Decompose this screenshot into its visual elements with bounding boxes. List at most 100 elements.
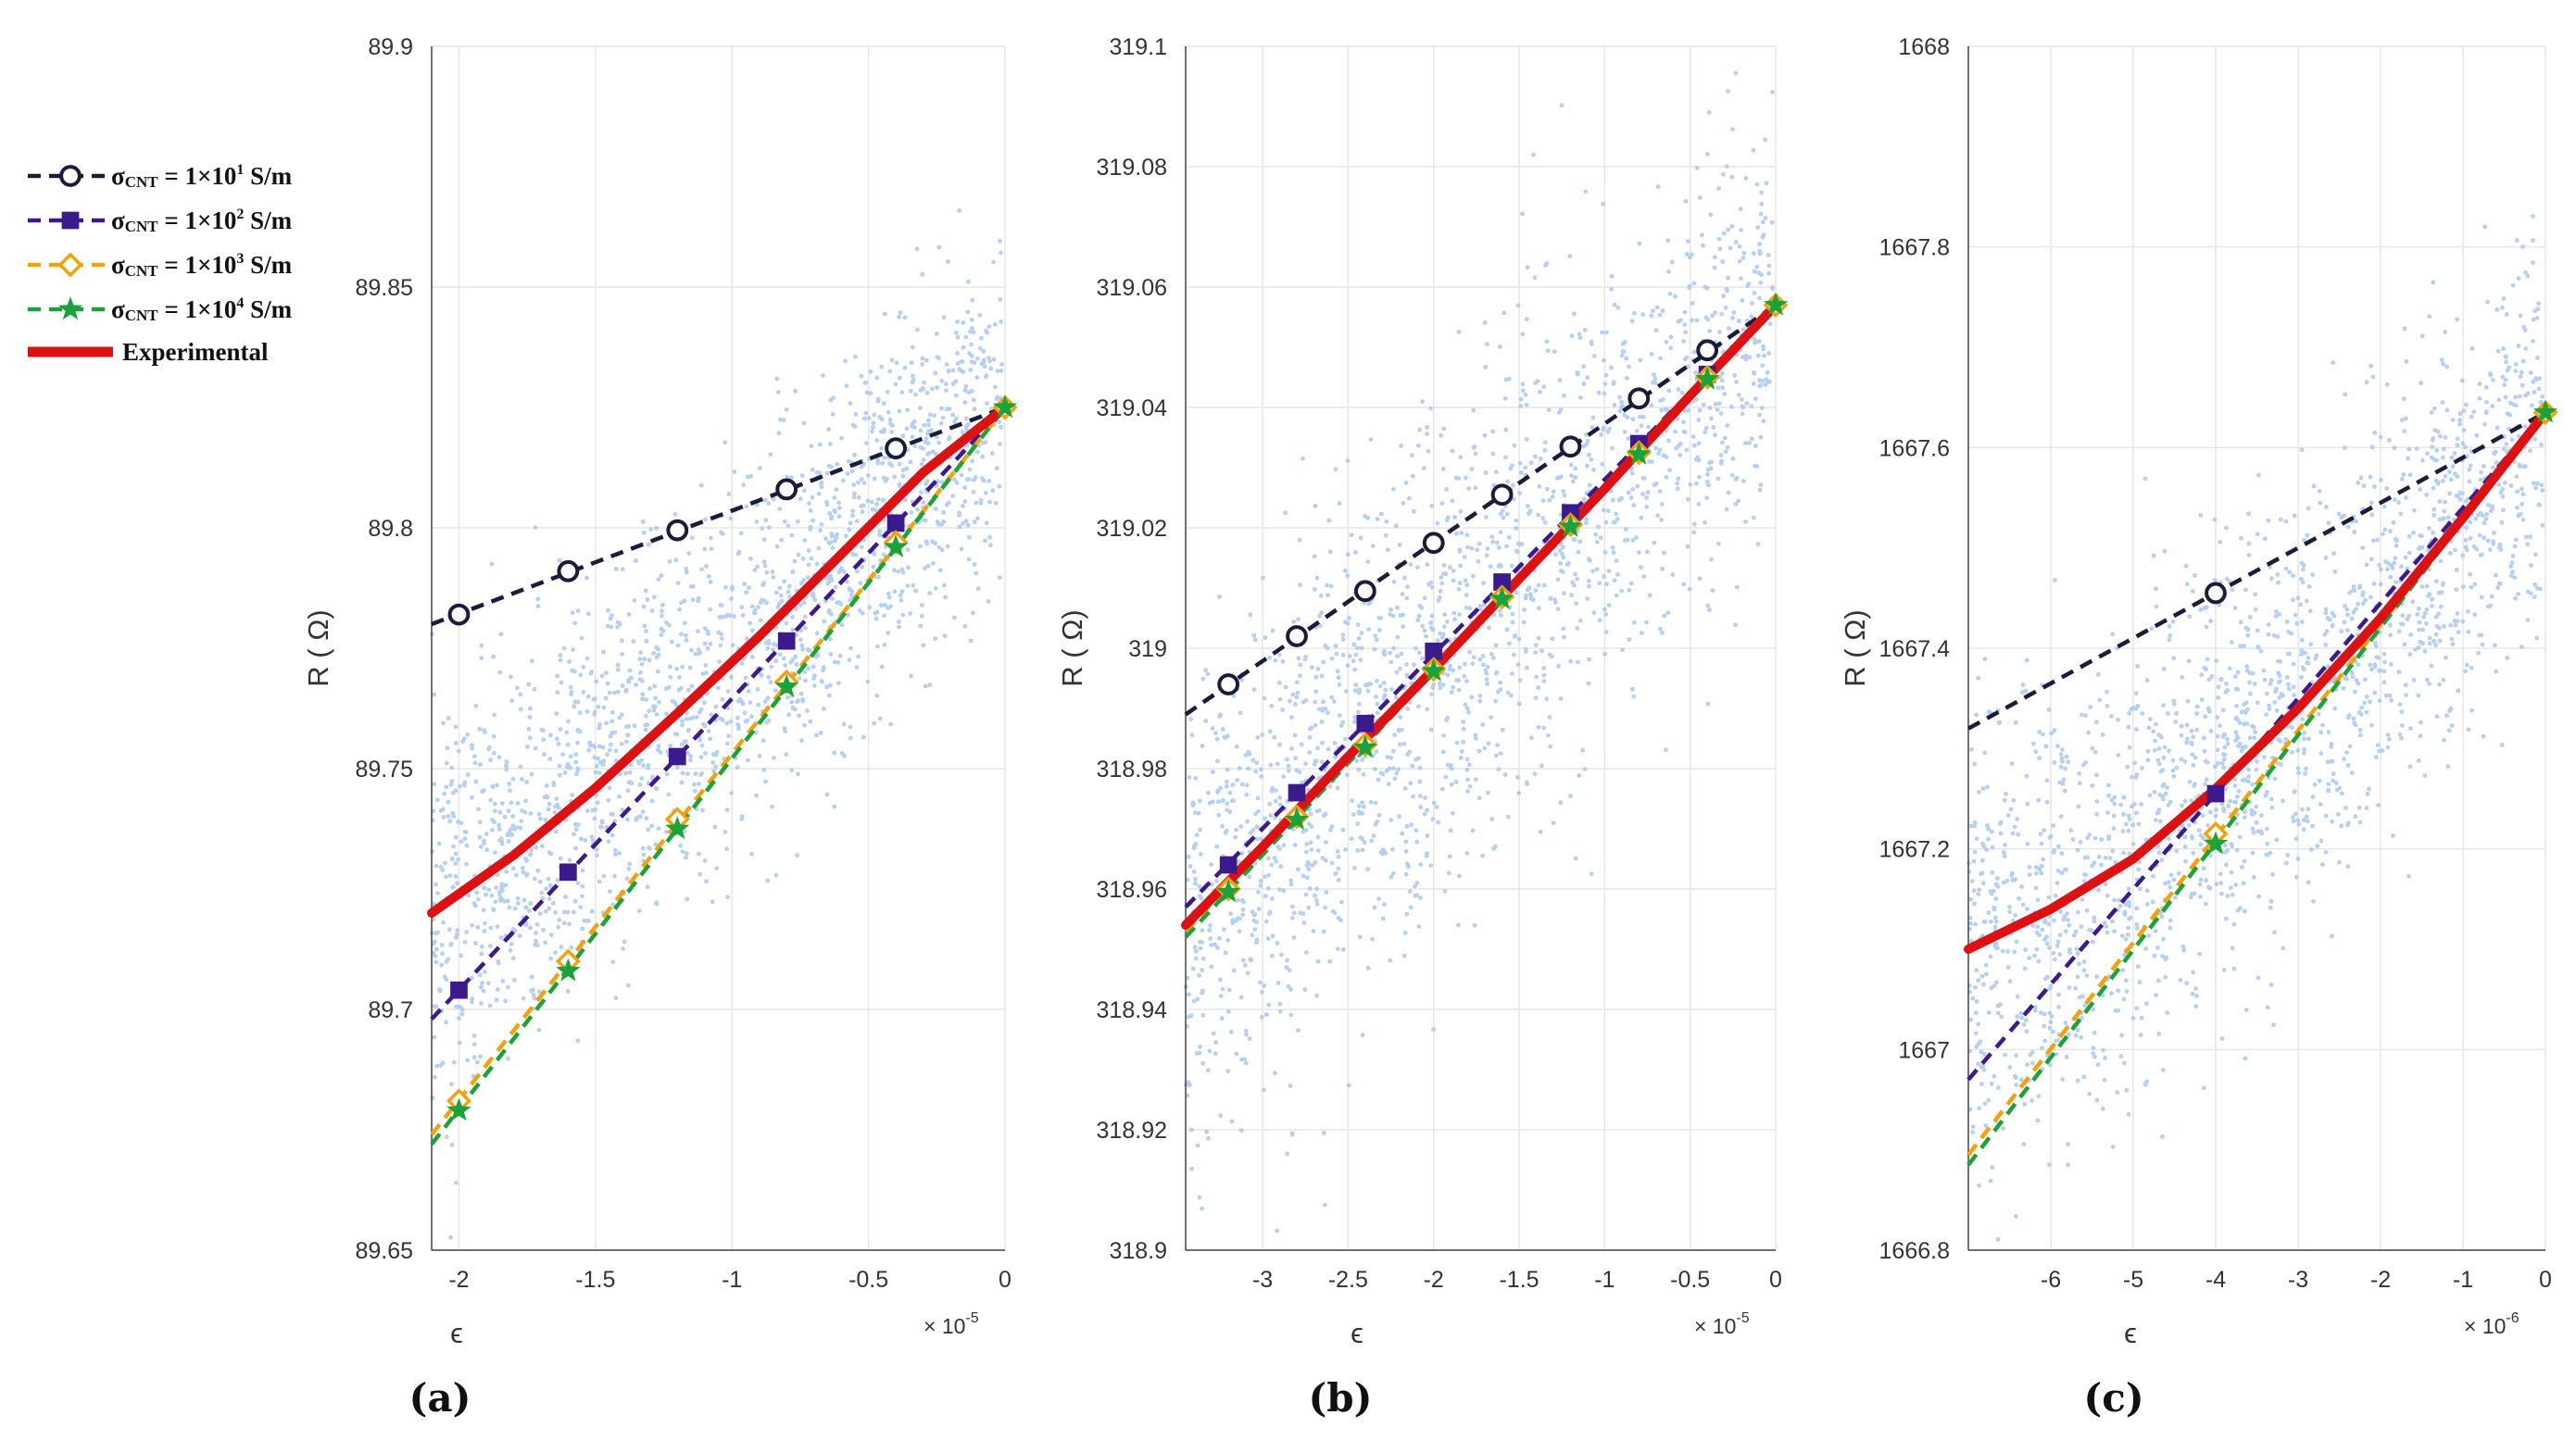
series-4-marker-0 xyxy=(446,1097,471,1121)
y-tick-label: 318.98 xyxy=(1097,757,1167,783)
legend-marker-2 xyxy=(61,211,80,230)
series-2-marker-0 xyxy=(1219,856,1238,874)
panel-b: 318.9 318.92 318.94 318.96 318.98 319 319.02 31… xyxy=(1056,34,1789,1421)
series-1-marker-4 xyxy=(885,437,907,460)
y-tick-label: 319.04 xyxy=(1097,395,1168,421)
series-4-marker-1 xyxy=(1284,807,1310,831)
y-tick-label: 318.96 xyxy=(1097,877,1167,903)
y-tick-label: 319.1 xyxy=(1109,34,1167,60)
series-2-marker-1 xyxy=(1288,783,1306,802)
series-line-2 xyxy=(1184,303,1778,909)
x-tick-label: 0 xyxy=(2539,1267,2552,1293)
x-tick-label: -1 xyxy=(2453,1267,2473,1293)
x-tick-label: -3 xyxy=(2288,1267,2308,1293)
series-1-marker-7 xyxy=(1696,339,1719,362)
series-4-marker-1 xyxy=(556,958,581,982)
y-tick-label: 89.75 xyxy=(355,757,413,783)
x-tick-label: -1.5 xyxy=(575,1267,615,1293)
series-1-marker-3 xyxy=(775,478,798,501)
legend-label-2: σCNT = 1×102 S/m xyxy=(111,207,293,235)
series-line-1 xyxy=(1967,410,2547,731)
legend: σCNT = 1×101 S/m σCNT = 1×102 S/m σCNT = 1… xyxy=(28,162,293,366)
x-multiplier: × 10-6 xyxy=(2464,1310,2519,1338)
scatter-cloud xyxy=(1967,214,2545,1242)
y-tick-label: 1666.8 xyxy=(1879,1238,1950,1264)
series-2-marker-2 xyxy=(668,747,686,766)
experimental-line xyxy=(1964,407,2550,954)
y-tick-label: 1668 xyxy=(1898,34,1950,60)
x-tick-label: -1 xyxy=(722,1267,742,1293)
legend-label-experimental: Experimental xyxy=(122,338,269,366)
y-tick-label: 89.7 xyxy=(368,997,413,1023)
series-2-marker-4 xyxy=(1493,573,1511,591)
y-tick-label: 1667.6 xyxy=(1879,435,1950,461)
series-2-marker-3 xyxy=(1425,642,1443,660)
series-2-marker-1 xyxy=(559,863,577,882)
series-4-marker-5 xyxy=(1558,514,1583,537)
series-1-marker-0 xyxy=(447,603,471,626)
y-tick-label: 318.92 xyxy=(1097,1118,1167,1144)
series-2-marker-2 xyxy=(1356,714,1375,733)
series-2-marker-0 xyxy=(450,981,468,999)
panel-label: (c) xyxy=(2083,1375,2143,1421)
x-axis-label: ϵ xyxy=(1351,1317,1363,1349)
series-1-marker-1 xyxy=(557,559,580,582)
x-tick-label: -0.5 xyxy=(848,1267,888,1293)
series-line-3 xyxy=(1967,411,2547,1157)
x-tick-label: -5 xyxy=(2123,1267,2143,1293)
series-1-marker-0 xyxy=(1217,673,1240,695)
y-axis-label: R ( Ω) xyxy=(1839,609,1871,686)
series-4-marker-7 xyxy=(1695,366,1720,390)
series-4-marker-0 xyxy=(2203,831,2229,855)
series-line-2 xyxy=(430,406,1007,1021)
x-axis-label: ϵ xyxy=(450,1317,463,1349)
x-multiplier: × 10-5 xyxy=(924,1310,979,1338)
y-tick-label: 318.94 xyxy=(1097,997,1168,1023)
series-line-1 xyxy=(1184,303,1778,717)
x-multiplier: × 10-5 xyxy=(1694,1310,1750,1338)
series-2-marker-4 xyxy=(886,514,905,532)
x-tick-label: -4 xyxy=(2205,1267,2226,1293)
y-tick-label: 319 xyxy=(1128,636,1167,662)
x-tick-label: -1 xyxy=(1594,1267,1615,1293)
x-tick-label: -2 xyxy=(448,1267,469,1293)
y-tick-label: 89.85 xyxy=(355,275,413,301)
series-1-marker-5 xyxy=(1559,435,1582,458)
series-1-marker-3 xyxy=(1422,532,1445,555)
series-line-1 xyxy=(431,405,1006,627)
x-tick-label: -2 xyxy=(1424,1267,1444,1293)
legend-marker-1 xyxy=(59,165,82,187)
series-4-marker-3 xyxy=(774,673,799,697)
series-4-marker-6 xyxy=(1627,442,1652,465)
endpoint-marker-star xyxy=(1763,292,1789,316)
experimental-line xyxy=(1181,300,1780,930)
x-tick-label: -3 xyxy=(1252,1267,1273,1293)
series-2-marker-3 xyxy=(777,632,796,650)
x-tick-label: 0 xyxy=(999,1267,1012,1293)
series-4-marker-3 xyxy=(1421,658,1446,682)
x-tick-label: -1.5 xyxy=(1499,1267,1539,1293)
series-line-4 xyxy=(430,406,1007,1146)
series-1-marker-2 xyxy=(1353,580,1376,603)
endpoint-marker-star xyxy=(992,394,1018,419)
legend-label-3: σCNT = 1×103 S/m xyxy=(111,251,293,280)
x-tick-label: -2 xyxy=(2370,1267,2391,1293)
experimental-line xyxy=(427,403,1010,918)
series-1-marker-4 xyxy=(1490,483,1514,507)
y-tick-label: 319.02 xyxy=(1097,516,1167,542)
series-1-marker-0 xyxy=(2205,582,2227,605)
legend-label-4: σCNT = 1×104 S/m xyxy=(111,295,293,324)
series-line-2 xyxy=(1967,410,2547,1082)
y-tick-label: 319.06 xyxy=(1097,275,1167,301)
series-1-marker-6 xyxy=(1627,387,1651,410)
x-axis-label: ϵ xyxy=(2124,1317,2137,1349)
series-4-marker-4 xyxy=(884,534,909,557)
y-axis-label: R ( Ω) xyxy=(1056,609,1088,686)
series-1-marker-1 xyxy=(1286,625,1308,647)
y-tick-label: 1667.4 xyxy=(1879,636,1951,662)
series-4-marker-2 xyxy=(665,816,690,840)
panel-label: (b) xyxy=(1308,1375,1372,1421)
x-tick-label: -6 xyxy=(2041,1267,2061,1293)
legend-label-1: σCNT = 1×101 S/m xyxy=(111,162,293,191)
y-tick-label: 89.65 xyxy=(355,1238,413,1264)
